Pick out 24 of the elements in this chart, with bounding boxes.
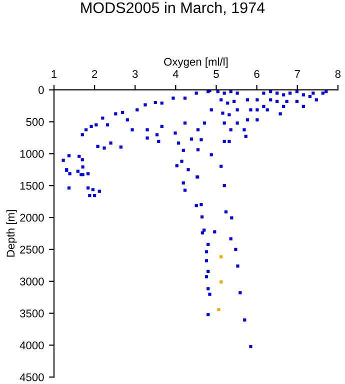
y-tick-label: 500 xyxy=(26,118,44,126)
x-tick-label: 4 xyxy=(172,70,178,78)
x-tick-label: 7 xyxy=(294,70,300,78)
x-tick-label: 5 xyxy=(214,70,219,78)
y-tick-label: 1000 xyxy=(20,150,44,158)
chart-title: MODS2005 in March, 1974 xyxy=(81,2,265,15)
x-tick-label: 6 xyxy=(254,70,260,78)
y-tick-label: 2000 xyxy=(20,214,44,222)
x-tick-label: 3 xyxy=(132,70,138,78)
y-tick-label: 4500 xyxy=(20,373,44,382)
y-tick-label: 4000 xyxy=(20,341,44,350)
y-tick-label: 3500 xyxy=(20,310,44,318)
y-axis-title: Depth [m] xyxy=(6,210,17,257)
x-tick-label: 1 xyxy=(52,70,57,78)
point xyxy=(220,280,223,284)
y-tick-label: 0 xyxy=(38,86,44,94)
point xyxy=(217,308,220,312)
y-tick-label: 1500 xyxy=(20,182,44,190)
y-tick-label: 3000 xyxy=(20,278,44,286)
point xyxy=(220,255,223,258)
x-tick-label: 2 xyxy=(92,70,98,78)
x-tick-label: 8 xyxy=(335,70,341,78)
x-axis-title: Oxygen [ml/l] xyxy=(164,58,228,68)
y-tick-label: 2500 xyxy=(20,246,44,254)
